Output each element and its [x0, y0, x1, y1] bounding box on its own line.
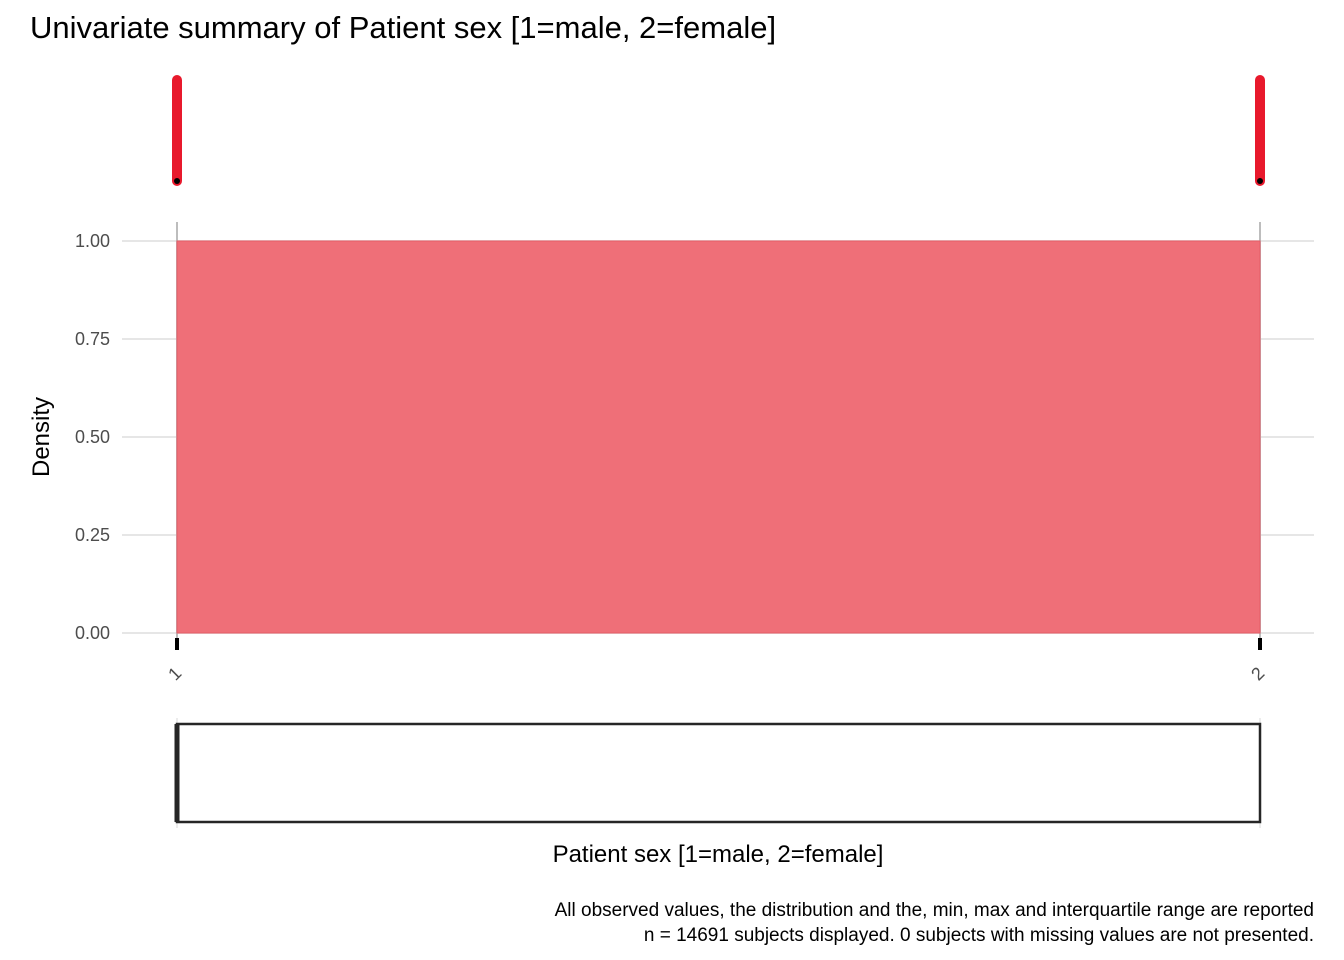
rug-point-2	[1257, 178, 1263, 184]
density-panel	[176, 240, 1261, 634]
x-axis-title: Patient sex [1=male, 2=female]	[553, 841, 884, 868]
boxplot-panel	[174, 718, 1262, 828]
y-axis-ticks: 0.00 0.25 0.50 0.75 1.00	[75, 231, 110, 643]
chart-title: Univariate summary of Patient sex [1=mal…	[30, 10, 777, 45]
y-tick-label-2: 0.25	[75, 525, 110, 545]
density-area	[176, 240, 1261, 634]
x-tick-label-2: 2	[1247, 663, 1268, 684]
y-tick-label-1: 0.00	[75, 623, 110, 643]
y-tick-label-3: 0.50	[75, 427, 110, 447]
rug-panel	[172, 75, 1265, 186]
rug-point-1	[174, 178, 180, 184]
caption-line-2: n = 14691 subjects displayed. 0 subjects…	[643, 925, 1314, 946]
caption-line-1: All observed values, the distribution an…	[554, 900, 1314, 921]
y-axis-title: Density	[28, 397, 55, 477]
box-iqr	[175, 722, 1262, 824]
y-tick-label-4: 0.75	[75, 329, 110, 349]
y-tick-label-5: 1.00	[75, 231, 110, 251]
caption: All observed values, the distribution an…	[555, 898, 1314, 948]
x-tick-label-1: 1	[164, 663, 185, 684]
